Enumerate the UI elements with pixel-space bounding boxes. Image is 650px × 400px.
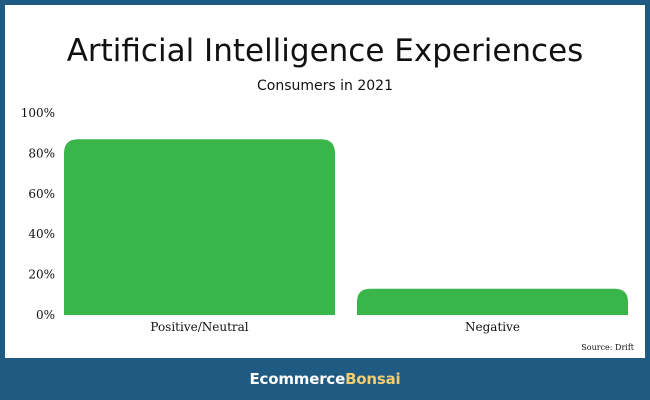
- footer-bar: EcommerceBonsai: [0, 358, 650, 400]
- brand-part-1: Ecommerce: [249, 370, 346, 388]
- x-tick-label: Positive/Neutral: [150, 320, 248, 334]
- y-tick-label: 80%: [28, 146, 55, 160]
- bar-positive-neutral: [64, 139, 335, 315]
- brand-part-2: Bonsai: [345, 370, 401, 388]
- chart-title: Artificial Intelligence Experiences: [66, 33, 584, 69]
- y-tick-label: 40%: [28, 227, 55, 241]
- bar-negative: [357, 288, 628, 315]
- source-note: Source: Drift: [581, 343, 634, 352]
- y-tick-label: 20%: [28, 268, 55, 282]
- brand-logo: EcommerceBonsai: [250, 370, 401, 388]
- y-tick-label: 100%: [21, 106, 55, 120]
- x-tick-label: Negative: [465, 320, 520, 334]
- chart-subtitle: Consumers in 2021: [257, 78, 393, 94]
- y-tick-label: 60%: [28, 187, 55, 201]
- y-tick-label: 0%: [36, 308, 55, 322]
